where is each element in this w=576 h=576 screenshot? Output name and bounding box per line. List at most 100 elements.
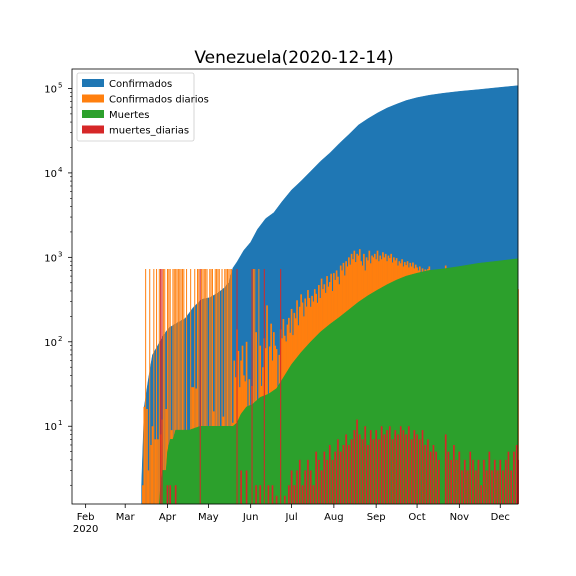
bar-mark bbox=[444, 434, 447, 504]
bar-mark bbox=[326, 459, 328, 504]
bar-mark bbox=[175, 269, 177, 504]
bar-mark bbox=[165, 409, 167, 504]
bar-mark bbox=[252, 269, 254, 504]
x-tick-label: Aug bbox=[324, 512, 344, 523]
bar-mark bbox=[483, 459, 485, 504]
legend: Confirmados Confirmados diarios Muertes mue… bbox=[76, 72, 209, 142]
bar-mark bbox=[515, 444, 518, 504]
bar-mark bbox=[466, 470, 469, 504]
bar-mark bbox=[408, 426, 410, 504]
bar-mark bbox=[328, 444, 331, 504]
bar-mark bbox=[474, 470, 477, 504]
bar-mark bbox=[510, 470, 513, 504]
bar-mark bbox=[491, 470, 493, 504]
bar-mark bbox=[169, 485, 172, 504]
bar-mark bbox=[181, 269, 183, 504]
bar-mark bbox=[240, 470, 242, 504]
bar-mark bbox=[504, 459, 507, 504]
bar-mark bbox=[416, 434, 418, 504]
bar-mark bbox=[502, 470, 504, 504]
bar-mark bbox=[383, 434, 386, 504]
y-tick-label: 10 bbox=[44, 84, 57, 95]
x-tick-label: Apr bbox=[159, 512, 177, 523]
bar-mark bbox=[358, 434, 361, 504]
bar-mark bbox=[221, 269, 223, 504]
bar-mark bbox=[427, 439, 429, 504]
bar-mark bbox=[496, 470, 499, 504]
bar-mark bbox=[254, 269, 256, 504]
x-tick-label: Sep bbox=[367, 512, 386, 523]
bar-mark bbox=[413, 430, 416, 504]
bar-mark bbox=[438, 459, 440, 504]
bar-mark bbox=[206, 269, 208, 504]
bar-mark bbox=[304, 470, 307, 504]
legend-swatch bbox=[82, 125, 104, 134]
y-tick-label: 10 bbox=[44, 338, 57, 349]
bar-mark bbox=[301, 485, 304, 504]
legend-label: muertes_diarias bbox=[109, 126, 189, 137]
legend-swatch bbox=[82, 110, 104, 118]
bar-mark bbox=[334, 451, 337, 504]
bar-mark bbox=[263, 269, 265, 504]
x-tick-label: Dec bbox=[491, 512, 510, 523]
chart-title: Venezuela(2020-12-14) bbox=[194, 48, 393, 68]
bar-mark bbox=[186, 269, 188, 504]
bar-mark bbox=[226, 269, 228, 504]
bar-mark bbox=[455, 459, 458, 504]
bar-mark bbox=[280, 269, 282, 504]
y-tick-label: 10 bbox=[44, 169, 57, 180]
bar-mark bbox=[318, 459, 320, 504]
bar-mark bbox=[424, 444, 427, 504]
bar-mark bbox=[196, 269, 198, 504]
bar-mark bbox=[513, 451, 515, 504]
series-muertes-diarias bbox=[160, 269, 519, 504]
bar-mark bbox=[488, 451, 491, 504]
bar-mark bbox=[275, 495, 278, 504]
bar-mark bbox=[399, 426, 402, 504]
bar-mark bbox=[391, 439, 394, 504]
bar-mark bbox=[150, 444, 152, 504]
bar-mark bbox=[499, 459, 502, 504]
bar-mark bbox=[174, 485, 177, 504]
bar-mark bbox=[315, 451, 317, 504]
bar-mark bbox=[153, 269, 155, 504]
bar-mark bbox=[435, 451, 437, 504]
x-tick-label: Oct bbox=[408, 512, 425, 523]
bar-mark bbox=[432, 444, 435, 504]
bar-mark bbox=[160, 269, 162, 504]
bar-mark bbox=[493, 459, 496, 504]
bar-mark bbox=[199, 269, 201, 504]
bar-mark bbox=[190, 269, 192, 504]
bar-mark bbox=[158, 269, 160, 504]
bar-mark bbox=[507, 451, 510, 504]
legend-box bbox=[76, 72, 195, 142]
bar-mark bbox=[290, 470, 293, 504]
bar-mark bbox=[218, 269, 220, 504]
bar-mark bbox=[361, 439, 364, 504]
y-tick-exponent: 4 bbox=[58, 166, 63, 174]
legend-label: Confirmados diarios bbox=[109, 95, 209, 106]
bar-mark bbox=[216, 269, 218, 504]
bar-mark bbox=[293, 485, 296, 504]
x-tick-label: Mar bbox=[116, 512, 136, 523]
y-tick-exponent: 3 bbox=[58, 250, 62, 258]
bar-mark bbox=[369, 430, 372, 504]
bar-mark bbox=[375, 430, 377, 504]
bar-mark bbox=[203, 269, 205, 504]
bar-mark bbox=[251, 269, 253, 504]
bar-mark bbox=[183, 269, 185, 504]
bar-mark bbox=[283, 495, 286, 504]
bar-mark bbox=[147, 470, 150, 504]
bar-mark bbox=[201, 269, 203, 504]
x-tick-label: Jun bbox=[242, 512, 259, 523]
y-tick-exponent: 5 bbox=[58, 81, 62, 89]
bar-mark bbox=[345, 434, 347, 504]
bar-mark bbox=[177, 269, 179, 504]
bar-mark bbox=[453, 444, 455, 504]
bar-mark bbox=[143, 406, 146, 504]
bar-mark bbox=[245, 470, 248, 504]
bar-mark bbox=[307, 459, 309, 504]
bar-mark bbox=[461, 470, 463, 504]
bar-mark bbox=[154, 439, 157, 504]
